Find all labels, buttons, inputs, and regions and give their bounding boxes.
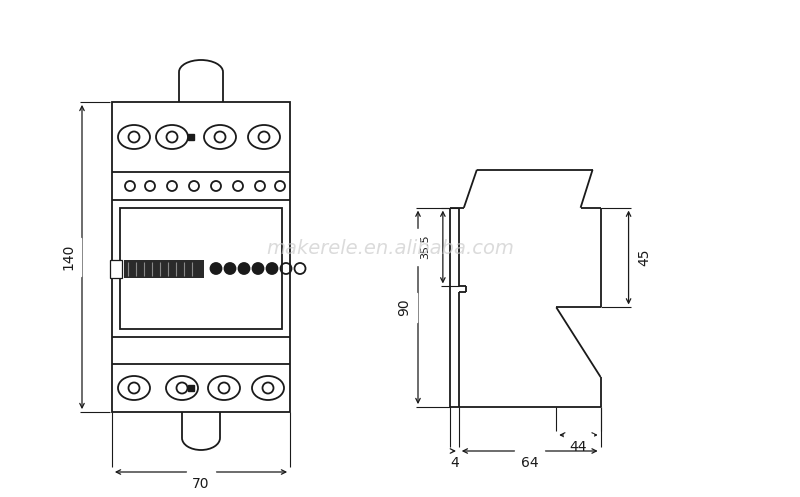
Text: 70: 70: [192, 477, 210, 491]
Bar: [110, 259, 122, 277]
Circle shape: [238, 263, 250, 274]
Bar: [124, 259, 204, 277]
Bar: [112, 102, 290, 412]
Text: 140: 140: [61, 244, 75, 270]
Bar: [120, 208, 282, 329]
Circle shape: [253, 263, 263, 274]
Circle shape: [210, 263, 222, 274]
Text: 64: 64: [521, 456, 538, 470]
Text: 44: 44: [570, 440, 587, 454]
Text: makerele.en.alibaba.com: makerele.en.alibaba.com: [266, 240, 514, 258]
Text: 90: 90: [397, 299, 411, 316]
Text: 35.5: 35.5: [420, 235, 430, 259]
Text: 45: 45: [638, 249, 651, 266]
Text: 4: 4: [450, 456, 459, 470]
Circle shape: [225, 263, 235, 274]
Circle shape: [266, 263, 278, 274]
